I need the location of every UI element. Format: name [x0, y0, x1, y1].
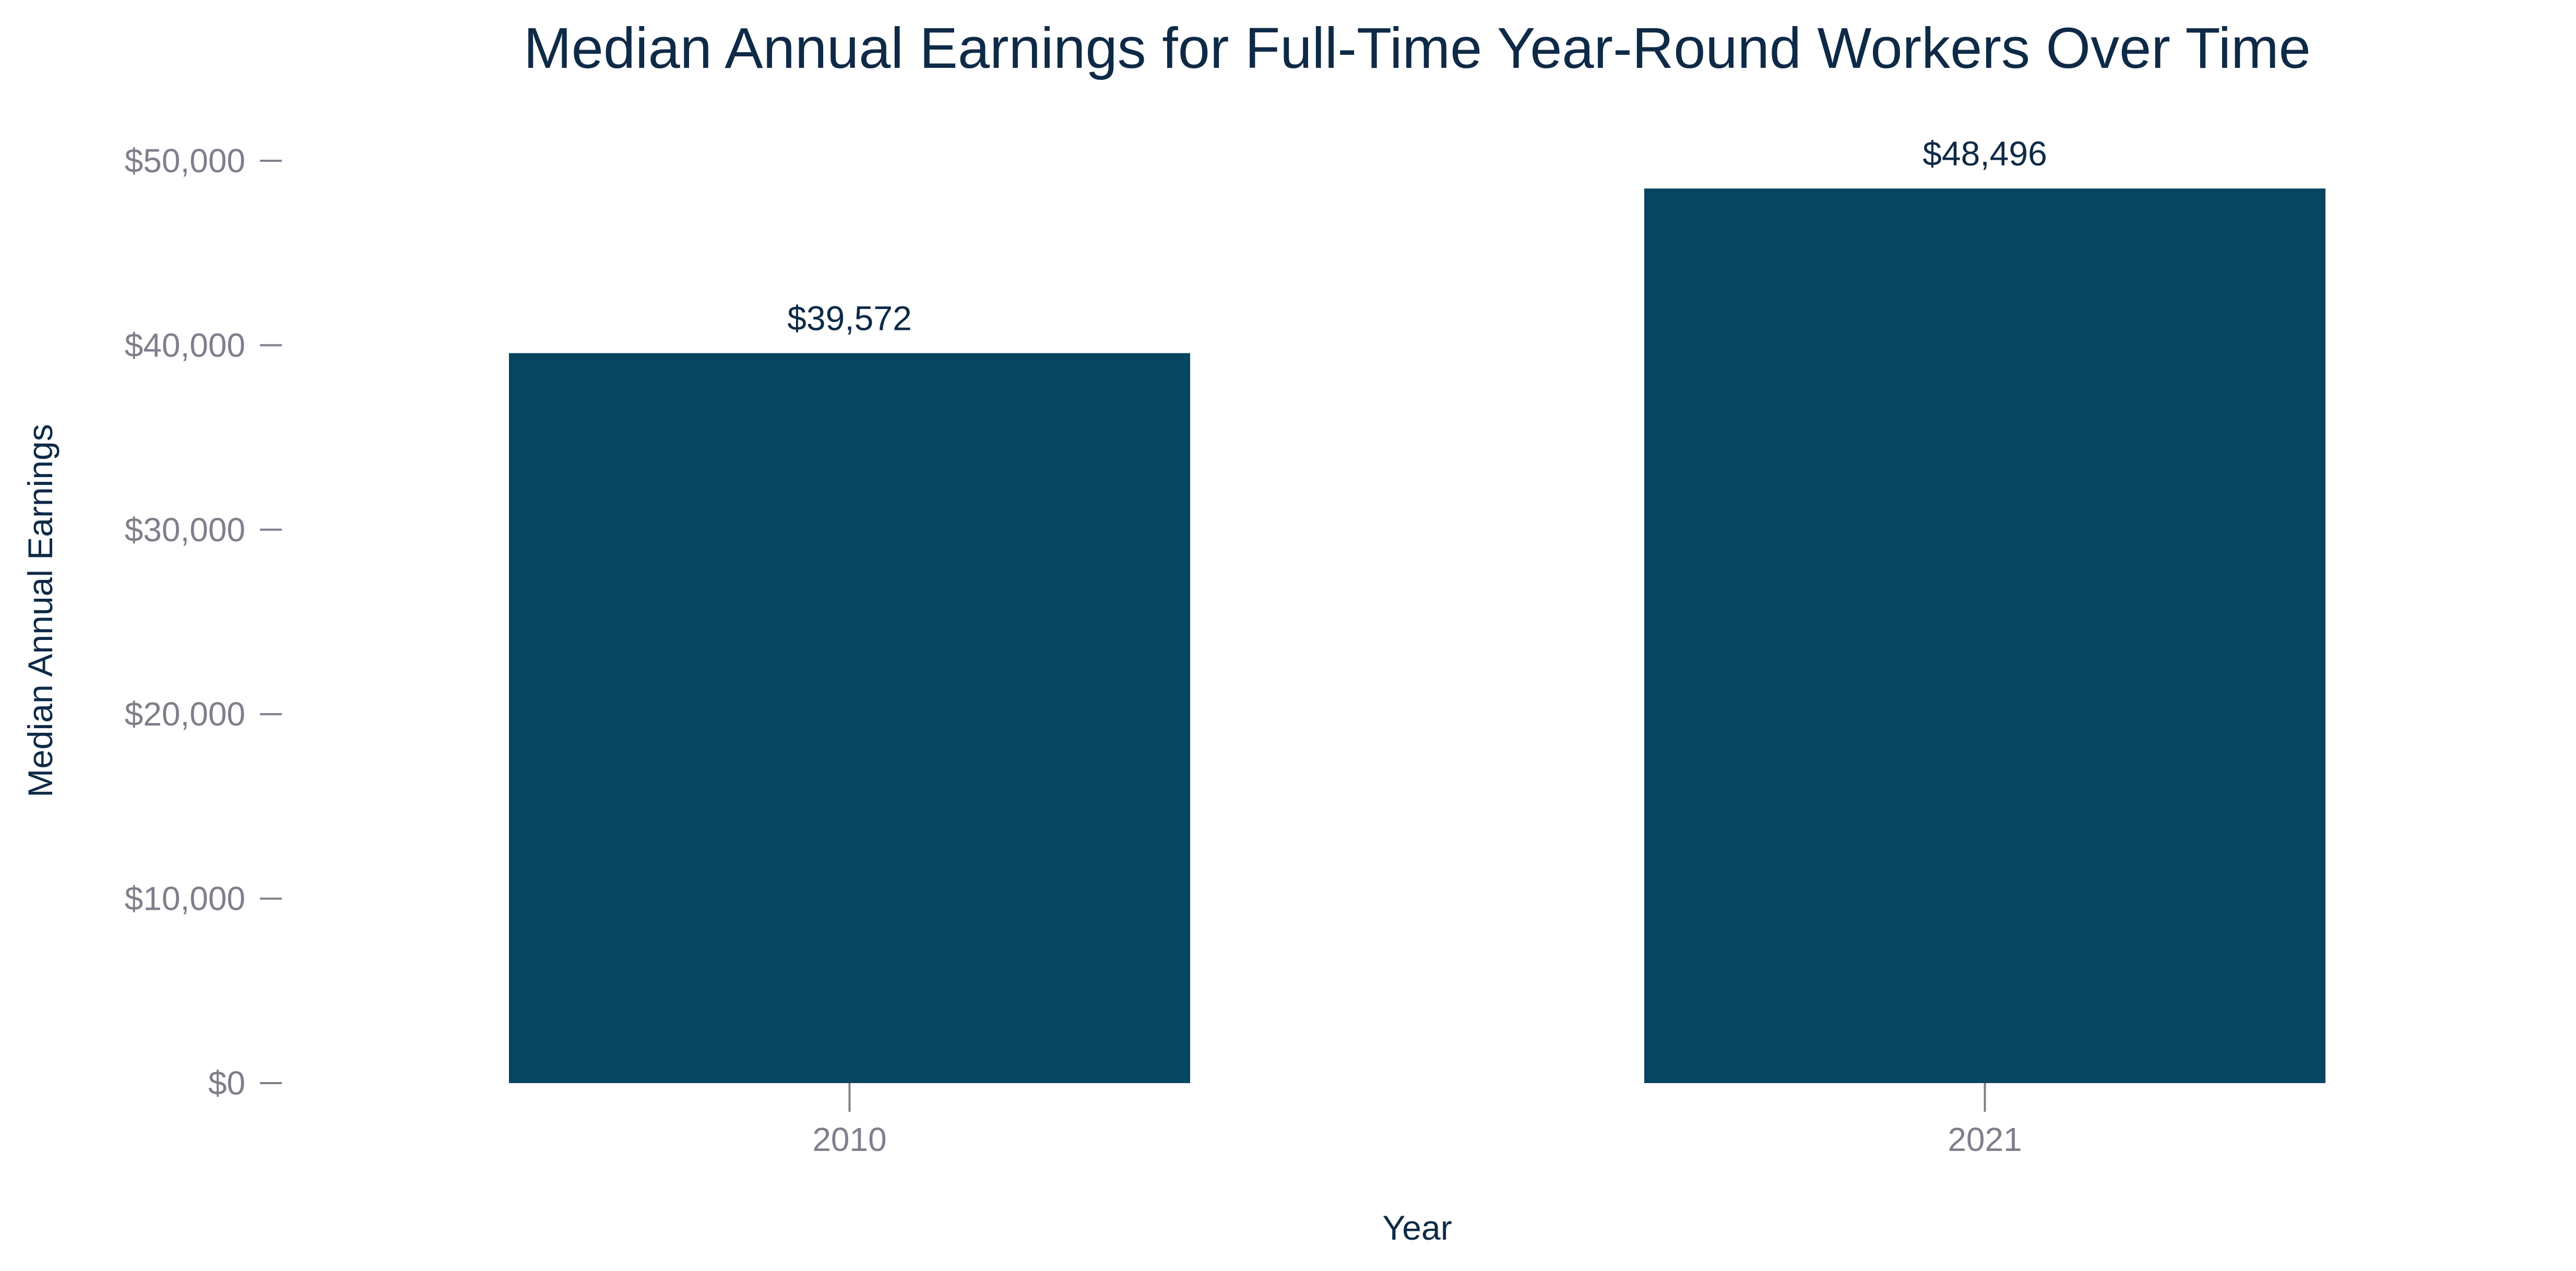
bars-group: $39,572 $48,496: [509, 134, 2325, 1083]
y-axis: $0 $10,000 $20,000 $30,000 $40,000 $50,000: [125, 142, 282, 1102]
y-tick-label: $0: [208, 1064, 245, 1102]
y-tick-label: $10,000: [125, 880, 245, 918]
x-tick-label: 2021: [1948, 1121, 2022, 1158]
bar-2021: [1644, 188, 2325, 1083]
y-tick-label: $40,000: [125, 326, 245, 364]
y-tick-label: $20,000: [125, 695, 245, 733]
bar-2010: [509, 353, 1190, 1083]
y-tick-label: $30,000: [125, 511, 245, 549]
x-axis: 2010 2021: [812, 1083, 2022, 1158]
y-tick-label: $50,000: [125, 142, 245, 180]
x-tick-label: 2010: [812, 1121, 886, 1158]
chart-title: Median Annual Earnings for Full-Time Yea…: [524, 16, 2311, 80]
x-axis-title: Year: [1382, 1208, 1452, 1247]
data-label-2021: $48,496: [1922, 134, 2047, 173]
data-label-2010: $39,572: [787, 299, 912, 338]
y-axis-title: Median Annual Earnings: [21, 424, 60, 798]
